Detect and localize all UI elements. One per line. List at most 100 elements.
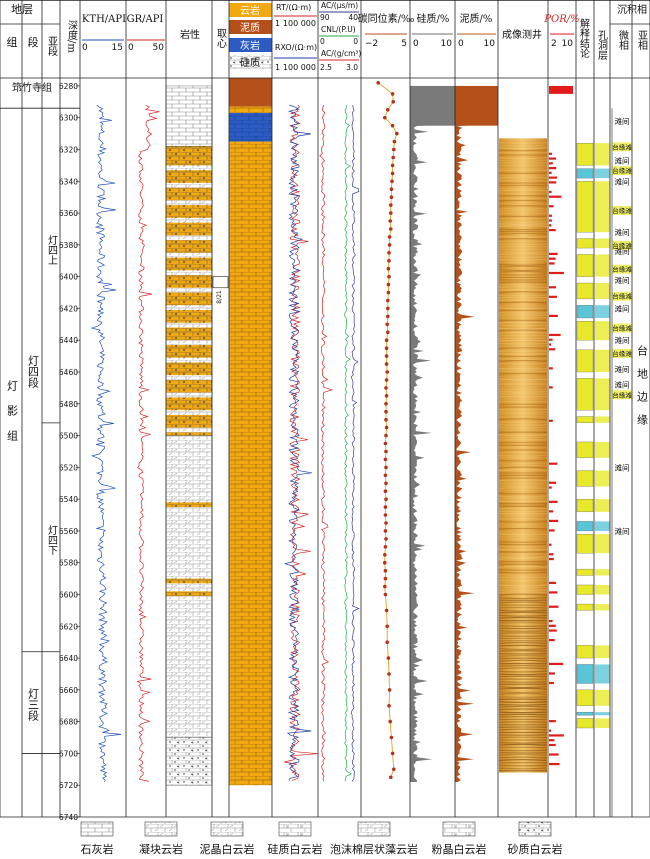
vug-interval — [595, 305, 610, 318]
interpretation-interval — [576, 711, 594, 716]
legend-swatch-siliceous — [229, 55, 272, 69]
legend-silt-swatch — [442, 821, 476, 837]
track-fills — [165, 78, 610, 786]
microfacies-label: 台缘滩 — [612, 292, 632, 301]
por-spike — [549, 152, 553, 155]
imaging-texture — [498, 644, 548, 647]
legend-foam-swatch — [357, 821, 391, 837]
microfacies-label: 台缘滩 — [612, 206, 632, 215]
por-spike — [549, 510, 554, 513]
microfacies-label: 滩间 — [615, 116, 630, 126]
imaging-texture — [498, 641, 548, 645]
depth-tick-label: 6520 — [59, 463, 78, 472]
lithology-band — [166, 375, 212, 380]
imaging-texture — [498, 466, 548, 469]
imaging-texture — [498, 228, 548, 231]
track-headers: 地层 组 段 亚段 深度/m KTH/API 0 15 GR/API 0 50 … — [7, 1, 648, 72]
por-spike — [549, 386, 553, 389]
carbon-isotope-point — [392, 147, 396, 152]
vug-interval — [595, 664, 610, 684]
por-spike — [549, 224, 552, 227]
por-spike — [549, 295, 557, 298]
microfacies-label: 滩间 — [615, 380, 630, 390]
interpretation-interval — [576, 664, 594, 684]
vug-interval — [595, 521, 610, 531]
imaging-texture — [498, 468, 548, 472]
legend-label-dolomite: 云岩 — [240, 4, 260, 17]
imaging-texture — [498, 711, 548, 714]
header-depth: 深度/m — [66, 20, 78, 54]
microfacies-bank — [612, 142, 632, 152]
upper-submember-label: 灯四上 — [46, 235, 58, 265]
imaging-texture — [498, 553, 548, 556]
imaging-texture — [498, 492, 548, 495]
interpretation-interval — [576, 689, 594, 706]
imaging-texture — [498, 265, 548, 268]
microfacies-bank — [612, 205, 632, 215]
microfacies-label: 滩间 — [615, 335, 630, 345]
microfacies-bank — [612, 323, 632, 333]
rt-max: 100 000 — [283, 19, 316, 28]
cnl-max: 0 — [353, 37, 358, 46]
imaging-texture — [498, 609, 548, 612]
imaging-texture — [498, 353, 548, 355]
carbon-isotope-point — [388, 719, 393, 724]
kth-curve — [90, 104, 122, 783]
legend-silt-label: 粉晶白云岩 — [432, 842, 487, 856]
vug-interval — [595, 470, 610, 487]
por-spike — [549, 762, 560, 766]
lithology-band — [166, 165, 212, 171]
microfacies-bank — [612, 264, 632, 274]
legend-siliceous-label: 硅质白云岩 — [268, 842, 323, 856]
carbon-isotope-point — [383, 513, 388, 517]
imaging-texture — [498, 270, 548, 273]
por-spike — [549, 739, 555, 742]
imaging-texture — [498, 487, 548, 489]
vug-interval — [595, 349, 610, 373]
por-spike — [549, 486, 552, 489]
lithology-band — [166, 340, 212, 345]
ac-min: 90 — [320, 13, 330, 22]
legend-micrite-swatch — [210, 821, 244, 837]
cnl-min: 0 — [320, 37, 325, 46]
carbon-isotope-point — [387, 235, 392, 239]
carbon-isotope-point — [383, 576, 388, 581]
imaging-texture — [498, 510, 548, 513]
interpretation-interval — [576, 718, 594, 729]
por-spike — [549, 181, 557, 184]
imaging-texture — [498, 454, 548, 457]
carbon-isotope-point — [383, 441, 388, 446]
imaging-texture — [498, 705, 548, 708]
carbon-isotope-point — [387, 259, 391, 263]
depth-ticks: 6280 6300 6320 6340 6360 6380 6400 6420 6440 6460… — [59, 82, 80, 822]
vug-interval — [595, 283, 610, 299]
carbon-isotope-point — [389, 227, 393, 231]
silica-max: 10 — [441, 39, 453, 49]
imaging-texture — [498, 611, 548, 614]
por-spike — [549, 162, 553, 165]
imaging-texture — [498, 708, 548, 711]
por-spike — [549, 419, 553, 422]
depth-tick-label: 6540 — [59, 495, 78, 504]
por-spike — [549, 176, 558, 179]
vug-interval — [595, 718, 610, 729]
por-spike — [549, 557, 554, 561]
lithology-band — [166, 410, 212, 415]
imaging-texture — [498, 635, 548, 637]
lithology-interval — [165, 737, 213, 786]
legend-label-mud: 泥质 — [240, 21, 260, 34]
imaging-texture — [498, 597, 548, 600]
mud-top — [455, 85, 498, 126]
carbon-isotope-point — [387, 243, 392, 247]
por-spike — [549, 286, 556, 289]
por-spike — [549, 166, 557, 170]
carbon-isotope-point — [384, 433, 388, 438]
imaging-texture — [498, 670, 548, 673]
carbon-isotope-point — [390, 123, 395, 128]
lithology-band — [166, 200, 212, 206]
imaging-texture — [498, 413, 548, 416]
header-silica: 硅质/% — [417, 12, 450, 25]
header-microfacies: 微相 — [617, 29, 629, 50]
imaging-texture — [498, 386, 548, 389]
por-min: 2 — [551, 39, 557, 49]
